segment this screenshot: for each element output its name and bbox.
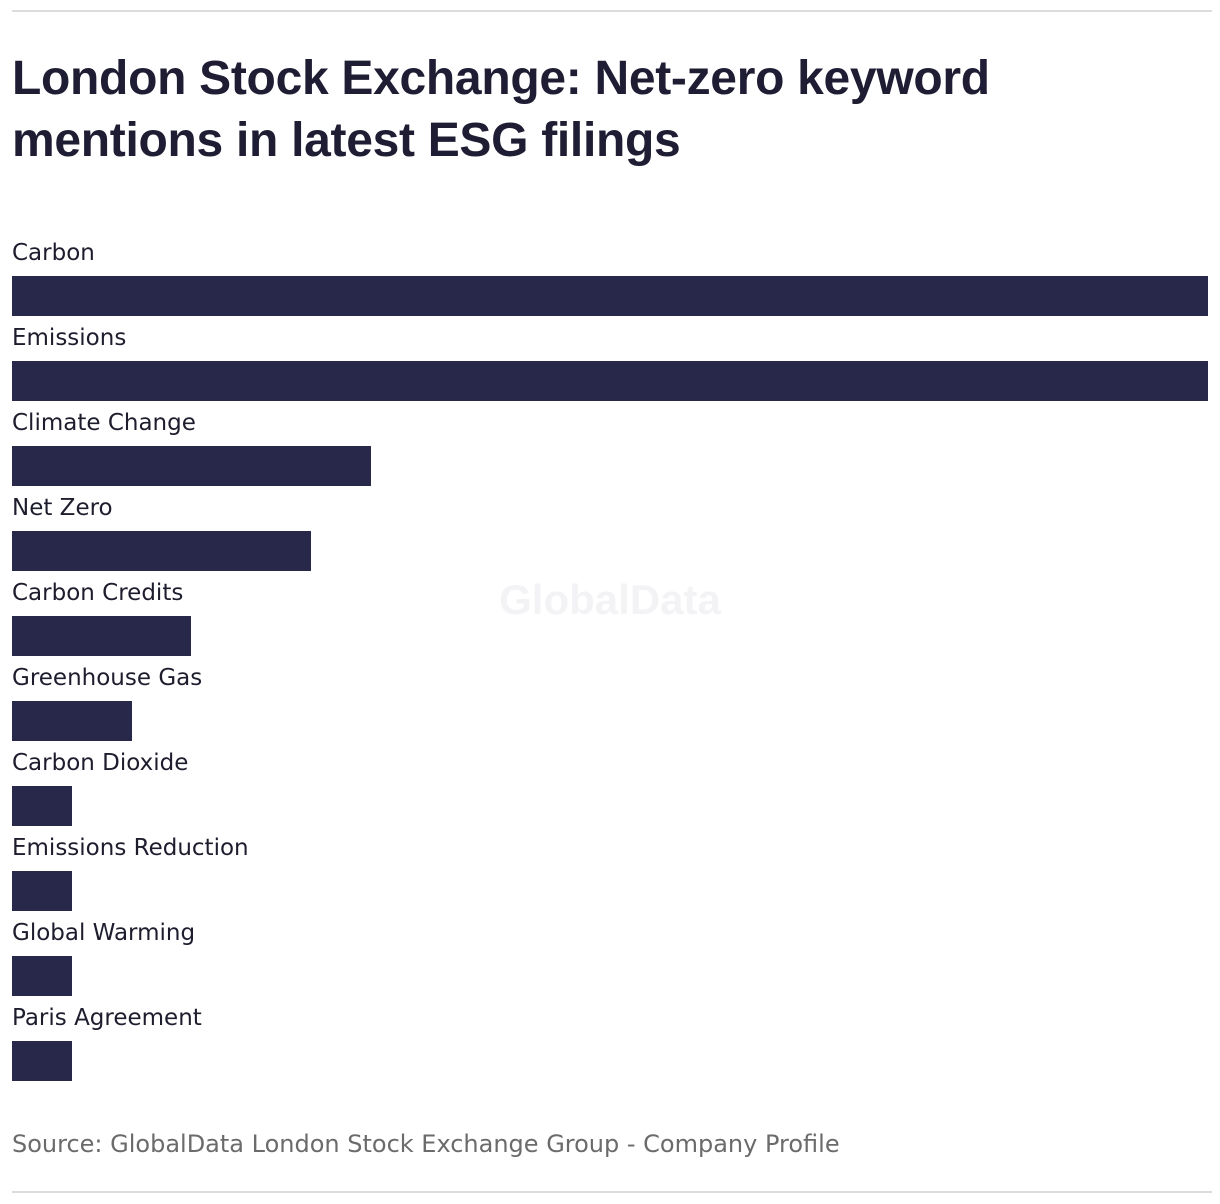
chart-title: London Stock Exchange: Net-zero keyword … [12, 52, 990, 167]
bar-label: Global Warming [12, 920, 196, 946]
top-divider [12, 10, 1212, 12]
source-note: Source: GlobalData London Stock Exchange… [12, 1130, 840, 1158]
bar [12, 361, 1208, 401]
bar [12, 701, 132, 741]
bar-label: Climate Change [12, 410, 196, 436]
bar-label: Emissions Reduction [12, 835, 249, 861]
bar-label: Carbon Credits [12, 580, 184, 606]
bar-label: Paris Agreement [12, 1005, 202, 1031]
bar-label: Net Zero [12, 495, 113, 521]
bar [12, 786, 72, 826]
bar-label: Greenhouse Gas [12, 665, 203, 691]
bar-label: Emissions [12, 325, 127, 351]
bar [12, 1041, 72, 1081]
bottom-divider [12, 1191, 1212, 1193]
bar [12, 871, 72, 911]
bar [12, 616, 191, 656]
bar [12, 276, 1208, 316]
bar [12, 446, 371, 486]
bar-label: Carbon [12, 240, 95, 266]
bar [12, 531, 311, 571]
bar [12, 956, 72, 996]
bar-label: Carbon Dioxide [12, 750, 189, 776]
